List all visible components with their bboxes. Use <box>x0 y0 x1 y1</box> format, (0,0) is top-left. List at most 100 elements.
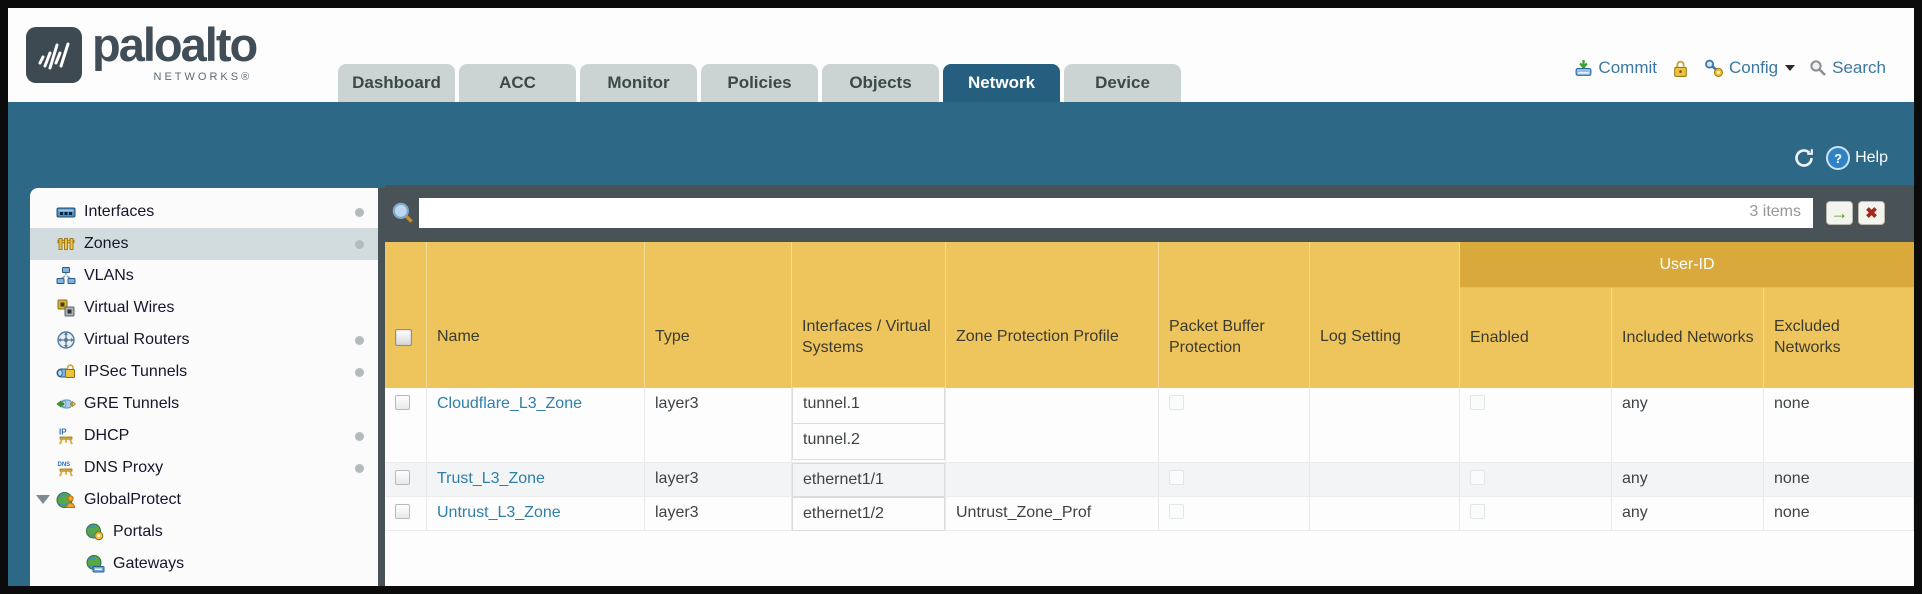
tab-dashboard[interactable]: Dashboard <box>338 64 455 102</box>
lock-icon <box>1674 60 1687 77</box>
excluded-networks-cell: none <box>1764 388 1914 462</box>
user-id-enabled-checkbox[interactable] <box>1470 504 1485 519</box>
column-header-name[interactable]: Name <box>427 242 645 388</box>
sidebar-item-label: GRE Tunnels <box>84 395 180 412</box>
lock-status-button[interactable] <box>1671 59 1690 78</box>
column-header-enabled[interactable]: Enabled <box>1460 288 1612 388</box>
tab-objects[interactable]: Objects <box>822 64 939 102</box>
tab-monitor[interactable]: Monitor <box>580 64 697 102</box>
sidebar-item-interfaces[interactable]: Interfaces <box>30 196 378 228</box>
row-select-cell <box>385 463 427 496</box>
clear-filter-button[interactable]: ✖ <box>1858 201 1885 225</box>
user-id-enabled-checkbox[interactable] <box>1470 470 1485 485</box>
user-id-enabled-cell <box>1460 497 1612 530</box>
change-indicator-dot <box>355 240 364 249</box>
search-icon <box>1810 60 1827 76</box>
utility-bar: Commit Config <box>1574 58 1886 78</box>
column-header-packet-buffer-protection[interactable]: Packet Buffer Protection <box>1159 242 1310 388</box>
apply-filter-button[interactable]: → <box>1826 201 1853 225</box>
packet-buffer-protection-cell <box>1159 463 1310 496</box>
included-networks-cell: any <box>1612 497 1764 530</box>
sidebar-item-ipsec-tunnels[interactable]: IPSec Tunnels <box>30 356 378 388</box>
column-header-zone-protection-profile[interactable]: Zone Protection Profile <box>946 242 1159 388</box>
sidebar-item-gre-tunnels[interactable]: GRE Tunnels <box>30 388 378 420</box>
brand-sub: NETWORKS® <box>153 71 253 83</box>
excluded-networks-cell: none <box>1764 497 1914 530</box>
excluded-networks-cell: none <box>1764 463 1914 496</box>
filter-input[interactable] <box>419 198 1813 228</box>
sidebar-item-virtual-wires[interactable]: Virtual Wires <box>30 292 378 324</box>
select-all-checkbox[interactable] <box>395 329 412 346</box>
interfaces-icon <box>56 207 76 218</box>
sidebar-item-label: Zones <box>84 235 129 252</box>
sidebar-item-dns-proxy[interactable]: DNS DNS Proxy <box>30 452 378 484</box>
commit-button[interactable]: Commit <box>1574 58 1657 78</box>
column-header-type[interactable]: Type <box>645 242 792 388</box>
zone-protection-profile-cell: Untrust_Zone_Prof <box>946 497 1159 530</box>
row-select-checkbox[interactable] <box>395 470 410 485</box>
zone-interfaces-cell: tunnel.1 tunnel.2 <box>792 387 946 462</box>
packet-buffer-protection-cell <box>1159 388 1310 462</box>
zone-name-link[interactable]: Trust_L3_Zone <box>437 470 545 487</box>
user-id-subcolumns: Enabled Included Networks Excluded Netwo… <box>1460 288 1914 388</box>
config-menu-button[interactable]: Config <box>1704 58 1796 78</box>
filter-search-icon[interactable] <box>390 200 416 226</box>
filter-field: 3 items <box>419 198 1813 228</box>
packet-buffer-protection-checkbox[interactable] <box>1169 504 1184 519</box>
column-header-included-networks[interactable]: Included Networks <box>1612 288 1764 388</box>
tab-device[interactable]: Device <box>1064 64 1181 102</box>
row-select-checkbox[interactable] <box>395 395 410 410</box>
change-indicator-dot <box>355 368 364 377</box>
config-icon <box>1705 59 1723 77</box>
top-header: paloalto NETWORKS® Dashboard ACC Monitor… <box>8 8 1914 102</box>
sidebar-splitter[interactable] <box>378 188 385 586</box>
zone-type-cell: layer3 <box>645 497 792 530</box>
expand-triangle-icon[interactable] <box>36 495 50 504</box>
sidebar-item-label: Virtual Routers <box>84 331 190 348</box>
refresh-icon[interactable] <box>1792 146 1816 170</box>
zone-name-link[interactable]: Untrust_L3_Zone <box>437 504 561 521</box>
change-indicator-dot <box>355 464 364 473</box>
column-header-log-setting[interactable]: Log Setting <box>1310 242 1460 388</box>
globalprotect-icon <box>56 492 76 508</box>
packet-buffer-protection-checkbox[interactable] <box>1169 470 1184 485</box>
sidebar-item-zones[interactable]: Zones <box>30 228 378 260</box>
zone-name-link[interactable]: Cloudflare_L3_Zone <box>437 395 582 412</box>
user-id-enabled-checkbox[interactable] <box>1470 395 1485 410</box>
tab-acc[interactable]: ACC <box>459 64 576 102</box>
global-search-button[interactable]: Search <box>1809 58 1886 78</box>
zone-name-cell: Untrust_L3_Zone <box>427 497 645 530</box>
sidebar-item-label: VLANs <box>84 267 134 284</box>
sidebar-item-globalprotect[interactable]: GlobalProtect <box>30 484 378 516</box>
help-button[interactable]: ? Help <box>1826 146 1888 170</box>
svg-text:IP: IP <box>59 428 67 437</box>
paloalto-logo-icon <box>26 27 82 83</box>
zone-protection-profile-cell <box>946 388 1159 462</box>
zone-name-cell: Cloudflare_L3_Zone <box>427 388 645 462</box>
search-label: Search <box>1832 58 1886 77</box>
paloalto-logo-text: paloalto NETWORKS® <box>92 21 258 83</box>
log-setting-cell <box>1310 388 1460 462</box>
column-header-interfaces[interactable]: Interfaces / Virtual Systems <box>792 242 946 388</box>
help-label: Help <box>1855 149 1888 166</box>
sidebar-item-label: DHCP <box>84 427 130 444</box>
commit-icon <box>1576 59 1592 76</box>
items-count: 3 items <box>1749 203 1801 220</box>
gre-tunnels-icon <box>56 399 76 409</box>
sidebar-item-label: Portals <box>113 523 163 540</box>
sidebar-item-gateways[interactable]: Gateways <box>30 548 378 580</box>
zone-interfaces-cell: ethernet1/1 <box>792 463 946 497</box>
dhcp-icon: IP <box>59 428 73 445</box>
column-header-excluded-networks[interactable]: Excluded Networks <box>1774 318 1841 356</box>
tab-network[interactable]: Network <box>943 64 1060 102</box>
tab-policies[interactable]: Policies <box>701 64 818 102</box>
sidebar-item-dhcp[interactable]: IP DHCP <box>30 420 378 452</box>
row-select-checkbox[interactable] <box>395 504 410 519</box>
group-header-user-id[interactable]: User-ID <box>1460 242 1914 288</box>
sidebar-item-portals[interactable]: Portals <box>30 516 378 548</box>
vlans-icon <box>56 267 76 284</box>
sidebar-item-vlans[interactable]: VLANs <box>30 260 378 292</box>
table-row: Cloudflare_L3_Zone layer3 tunnel.1 tunne… <box>385 387 1914 463</box>
packet-buffer-protection-checkbox[interactable] <box>1169 395 1184 410</box>
sidebar-item-virtual-routers[interactable]: Virtual Routers <box>30 324 378 356</box>
